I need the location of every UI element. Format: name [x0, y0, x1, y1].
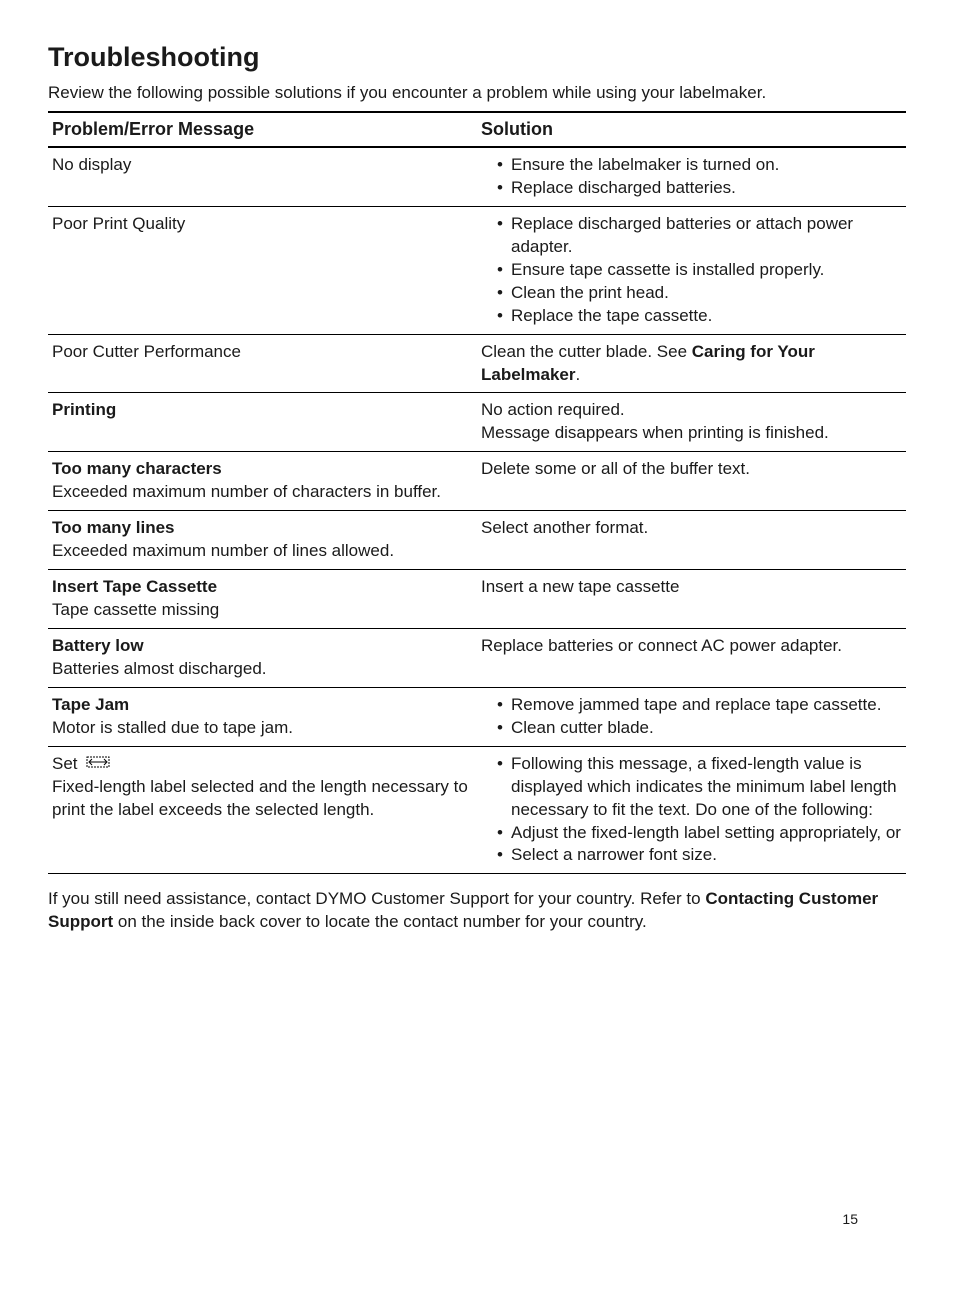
page-title: Troubleshooting	[48, 42, 906, 73]
list-item: Ensure the labelmaker is turned on.	[497, 154, 902, 177]
solution-cell: Ensure the labelmaker is turned on.Repla…	[477, 147, 906, 206]
table-row: Too many lines Exceeded maximum number of…	[48, 511, 906, 570]
problem-cell: Set Fixed-length label selected and the …	[48, 746, 477, 874]
list-item: Clean the print head.	[497, 282, 902, 305]
header-solution: Solution	[477, 112, 906, 147]
list-item: Remove jammed tape and replace tape cass…	[497, 694, 902, 717]
problem-sub: Fixed-length label selected and the leng…	[52, 777, 468, 819]
solution-list: Following this message, a fixed-length v…	[481, 753, 902, 868]
problem-main: Poor Cutter Performance	[52, 342, 241, 361]
troubleshooting-table: Problem/Error Message Solution No displa…	[48, 111, 906, 874]
problem-main: Too many lines	[52, 518, 175, 537]
solution-line: No action required.	[481, 400, 625, 419]
list-item: Adjust the fixed-length label setting ap…	[497, 822, 902, 845]
problem-cell: Printing	[48, 393, 477, 452]
table-row: Tape Jam Motor is stalled due to tape jam…	[48, 687, 906, 746]
solution-cell: Select another format.	[477, 511, 906, 570]
solution-cell: Following this message, a fixed-length v…	[477, 746, 906, 874]
problem-main: Battery low	[52, 636, 144, 655]
solution-cell: Insert a new tape cassette	[477, 570, 906, 629]
list-item: Select a narrower font size.	[497, 844, 902, 867]
solution-cell: No action required. Message disappears wh…	[477, 393, 906, 452]
solution-list: Replace discharged batteries or attach p…	[481, 213, 902, 328]
solution-cell: Delete some or all of the buffer text.	[477, 452, 906, 511]
problem-cell: Battery low Batteries almost discharged.	[48, 628, 477, 687]
table-row: Set Fixed-length label selected and the …	[48, 746, 906, 874]
list-item: Ensure tape cassette is installed proper…	[497, 259, 902, 282]
problem-main: Printing	[52, 400, 116, 419]
solution-cell: Clean the cutter blade. See Caring for Y…	[477, 334, 906, 393]
header-problem: Problem/Error Message	[48, 112, 477, 147]
problem-sub: Batteries almost discharged.	[52, 659, 267, 678]
page-number: 15	[842, 1211, 858, 1227]
problem-cell: No display	[48, 147, 477, 206]
table-row: Printing No action required. Message disap…	[48, 393, 906, 452]
problem-sub: Exceeded maximum number of lines allowed…	[52, 541, 394, 560]
table-row: Too many characters Exceeded maximum numb…	[48, 452, 906, 511]
problem-cell: Too many characters Exceeded maximum numb…	[48, 452, 477, 511]
solution-cell: Remove jammed tape and replace tape cass…	[477, 687, 906, 746]
problem-cell: Insert Tape Cassette Tape cassette missin…	[48, 570, 477, 629]
solution-cell: Replace batteries or connect AC power ad…	[477, 628, 906, 687]
footer-text: If you still need assistance, contact DY…	[48, 888, 906, 934]
problem-main: Set	[52, 754, 78, 773]
table-row: Poor Print Quality Replace discharged bat…	[48, 206, 906, 334]
problem-cell: Poor Print Quality	[48, 206, 477, 334]
problem-main: Insert Tape Cassette	[52, 577, 217, 596]
list-item: Replace the tape cassette.	[497, 305, 902, 328]
solution-list: Ensure the labelmaker is turned on.Repla…	[481, 154, 902, 200]
table-row: Battery low Batteries almost discharged. R…	[48, 628, 906, 687]
problem-cell: Tape Jam Motor is stalled due to tape jam…	[48, 687, 477, 746]
problem-main: Tape Jam	[52, 695, 129, 714]
table-row: Insert Tape Cassette Tape cassette missin…	[48, 570, 906, 629]
problem-cell: Too many lines Exceeded maximum number of…	[48, 511, 477, 570]
footer-part2: on the inside back cover to locate the c…	[113, 912, 647, 931]
solution-suffix: .	[576, 365, 581, 384]
solution-list: Remove jammed tape and replace tape cass…	[481, 694, 902, 740]
intro-text: Review the following possible solutions …	[48, 83, 906, 103]
problem-main: No display	[52, 155, 131, 174]
list-item: Replace discharged batteries.	[497, 177, 902, 200]
solution-line: Message disappears when printing is fini…	[481, 423, 829, 442]
problem-cell: Poor Cutter Performance	[48, 334, 477, 393]
problem-sub: Motor is stalled due to tape jam.	[52, 718, 293, 737]
problem-main: Poor Print Quality	[52, 214, 185, 233]
fixed-length-icon	[84, 753, 112, 776]
table-row: Poor Cutter Performance Clean the cutter …	[48, 334, 906, 393]
list-item: Clean cutter blade.	[497, 717, 902, 740]
problem-sub: Exceeded maximum number of characters in…	[52, 482, 441, 501]
list-item: Following this message, a fixed-length v…	[497, 753, 902, 822]
footer-part1: If you still need assistance, contact DY…	[48, 889, 705, 908]
table-row: No display Ensure the labelmaker is turne…	[48, 147, 906, 206]
problem-sub: Tape cassette missing	[52, 600, 219, 619]
solution-prefix: Clean the cutter blade. See	[481, 342, 692, 361]
list-item: Replace discharged batteries or attach p…	[497, 213, 902, 259]
problem-main: Too many characters	[52, 459, 222, 478]
solution-cell: Replace discharged batteries or attach p…	[477, 206, 906, 334]
